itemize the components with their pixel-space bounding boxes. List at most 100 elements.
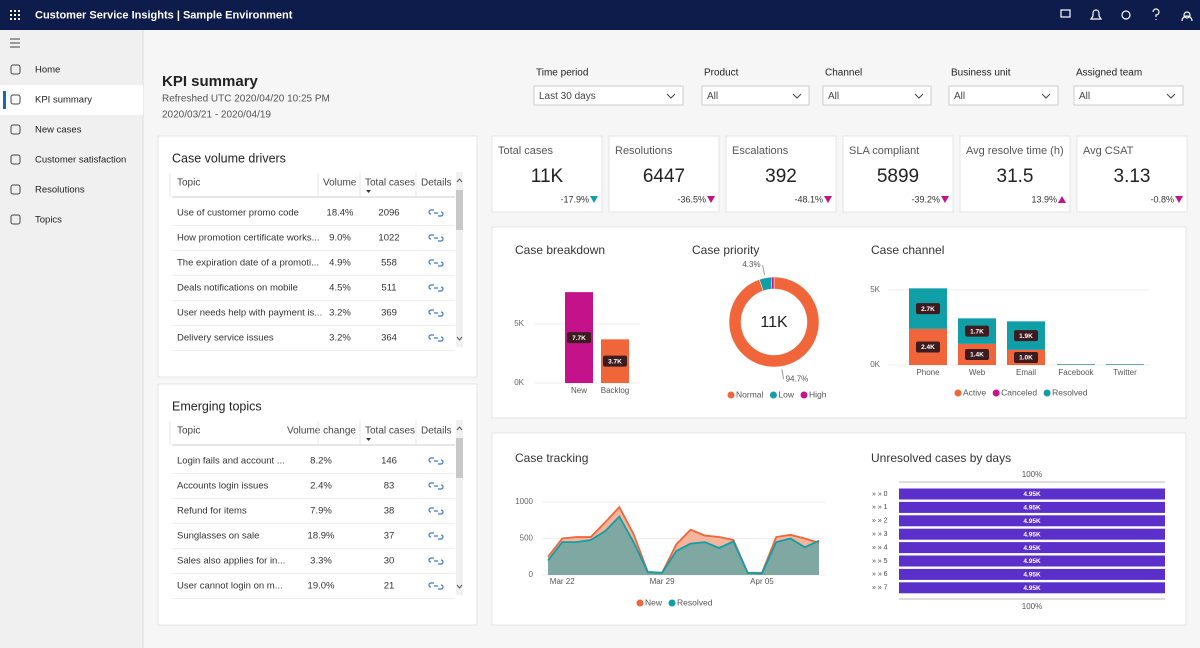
topic[interactable]: How promotion certificate works... xyxy=(177,233,320,244)
y-tick-label: » » 2 xyxy=(872,518,888,525)
total-cases: 146 xyxy=(381,456,397,467)
volume: 19.0% xyxy=(308,581,335,592)
legend-label[interactable]: Active xyxy=(963,387,986,397)
nav-icon xyxy=(10,64,21,75)
nav-item[interactable]: Customer satisfaction xyxy=(35,155,126,166)
y-tick-label: » » 6 xyxy=(872,571,888,578)
legend-label[interactable]: Canceled xyxy=(1001,387,1037,397)
scrollbar-thumb[interactable] xyxy=(456,438,463,478)
details-link[interactable] xyxy=(428,234,444,242)
filter-dropdown[interactable] xyxy=(822,85,932,106)
legend-label[interactable]: New xyxy=(645,597,663,607)
leader-line xyxy=(781,369,785,380)
value-label: 1.9K xyxy=(1019,333,1033,340)
scrollbar-thumb[interactable] xyxy=(456,190,463,230)
nav-active-bg xyxy=(0,85,143,115)
nav-item[interactable]: KPI summary xyxy=(35,95,92,106)
details-link[interactable] xyxy=(428,557,444,565)
scrollbar xyxy=(456,172,463,347)
total-cases: 1022 xyxy=(378,233,399,244)
filter-value: Last 30 days xyxy=(539,91,596,102)
account-icon[interactable] xyxy=(1181,11,1193,22)
legend-label[interactable]: Low xyxy=(778,389,794,399)
nav-icon xyxy=(10,184,21,195)
topic[interactable]: User cannot login on m... xyxy=(177,581,283,592)
nav-icon xyxy=(10,124,21,135)
filter-dropdown[interactable] xyxy=(1073,85,1184,106)
legend-label[interactable]: Resolved xyxy=(677,597,713,607)
scroll-up[interactable] xyxy=(456,426,463,431)
value-label: 94.7% xyxy=(786,374,809,383)
details-link[interactable] xyxy=(428,309,444,317)
filter-value: All xyxy=(954,91,965,102)
details-link[interactable] xyxy=(428,457,444,465)
donut-segment xyxy=(770,276,775,290)
topic[interactable]: Deals notifications on mobile xyxy=(177,283,298,294)
column-header[interactable]: Total cases xyxy=(365,426,415,437)
series-line xyxy=(547,515,820,575)
topic[interactable]: The expiration date of a promoti... xyxy=(177,258,319,269)
bar-segment xyxy=(1057,364,1095,365)
y-tick-label: » » 1 xyxy=(872,504,888,511)
value-label: 4.3% xyxy=(742,260,760,269)
details-link[interactable] xyxy=(428,532,444,540)
y-tick-label: » » 7 xyxy=(872,585,888,592)
scroll-up[interactable] xyxy=(456,178,463,183)
column-header[interactable]: Total cases xyxy=(365,178,415,189)
app-launcher[interactable] xyxy=(10,10,20,20)
topic[interactable]: Accounts login issues xyxy=(177,481,269,492)
legend-swatch xyxy=(800,391,808,399)
filter-dropdown[interactable] xyxy=(948,85,1059,106)
column-header: Details xyxy=(421,178,452,189)
value-label: 1.0K xyxy=(1019,355,1033,362)
topic[interactable]: Delivery service issues xyxy=(177,333,274,344)
topic[interactable]: Use of customer promo code xyxy=(177,208,299,219)
y-tick-label: » » 3 xyxy=(872,531,888,538)
details-link[interactable] xyxy=(428,507,444,515)
chart-title: Case breakdown xyxy=(515,243,605,257)
chevron xyxy=(1166,93,1176,99)
legend-label[interactable]: High xyxy=(809,389,827,399)
volume: 18.9% xyxy=(308,531,335,542)
details-link[interactable] xyxy=(428,482,444,490)
chevron xyxy=(1041,93,1051,99)
help-icon[interactable] xyxy=(1152,8,1160,20)
legend-label[interactable]: Normal xyxy=(736,389,764,399)
details-link[interactable] xyxy=(428,209,444,217)
filter-dropdown[interactable] xyxy=(701,85,810,106)
nav-item[interactable]: Resolutions xyxy=(35,185,85,196)
page-title: KPI summary xyxy=(162,73,259,90)
chat-icon[interactable] xyxy=(1060,9,1071,18)
total-cases: 511 xyxy=(381,283,396,294)
bar xyxy=(899,488,1165,500)
chart-title: Case channel xyxy=(871,243,944,257)
nav-item[interactable]: New cases xyxy=(35,125,82,136)
value-label: 4.95K xyxy=(1023,518,1041,525)
topic[interactable]: Sunglasses on sale xyxy=(177,531,259,542)
scroll-down[interactable] xyxy=(456,584,463,589)
topic[interactable]: Login fails and account ... xyxy=(177,456,285,467)
scroll-down[interactable] xyxy=(456,336,463,341)
kpi-label: Escalations xyxy=(732,145,789,157)
nav-toggle[interactable] xyxy=(10,38,20,48)
details-link[interactable] xyxy=(428,259,444,267)
legend-label[interactable]: Resolved xyxy=(1052,387,1088,397)
legend-swatch xyxy=(992,389,1000,397)
details-link[interactable] xyxy=(428,334,444,342)
settings-icon[interactable] xyxy=(1121,10,1131,20)
volume: 2.4% xyxy=(310,481,332,492)
topic[interactable]: User needs help with payment is... xyxy=(177,308,322,319)
filter-dropdown[interactable] xyxy=(533,85,684,106)
details-link[interactable] xyxy=(428,582,444,590)
nav-item[interactable]: Topics xyxy=(35,215,62,226)
topic[interactable]: Refund for items xyxy=(177,506,247,517)
bar-segment xyxy=(1106,364,1144,365)
value-label-bg xyxy=(603,355,627,367)
volume: 4.5% xyxy=(329,283,351,294)
details-link[interactable] xyxy=(428,284,444,292)
topic[interactable]: Sales also applies for in... xyxy=(177,556,285,567)
nav-item[interactable]: Home xyxy=(35,65,60,76)
y-tick-label: 0K xyxy=(870,360,880,369)
total-cases: 369 xyxy=(381,308,397,319)
notifications-icon[interactable] xyxy=(1089,9,1103,20)
